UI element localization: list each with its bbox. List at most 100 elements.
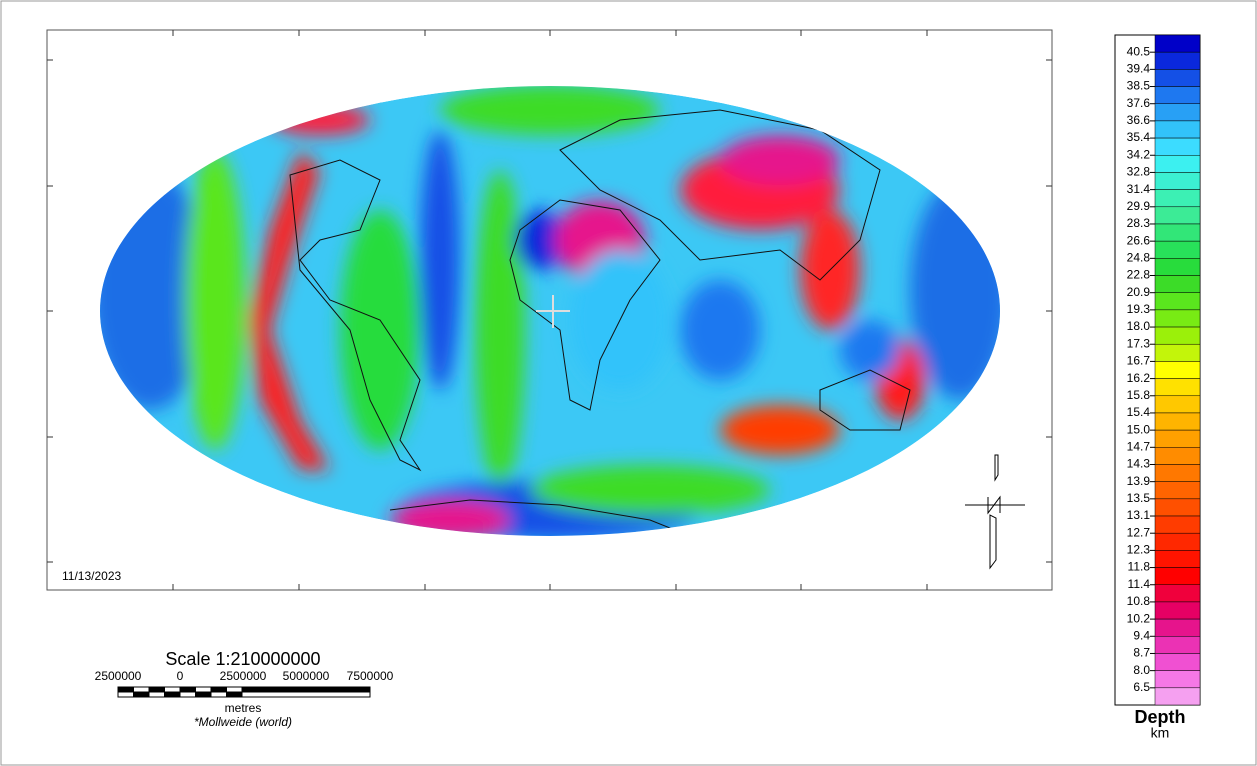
legend-label: 22.8 <box>1127 268 1151 282</box>
legend-band <box>1155 172 1200 189</box>
scale-segment <box>180 687 196 692</box>
legend-band <box>1155 516 1200 533</box>
legend-band <box>1155 550 1200 567</box>
legend-band <box>1155 276 1200 293</box>
scale-segment <box>134 687 150 692</box>
legend-label: 14.7 <box>1127 439 1151 453</box>
legend-band <box>1155 379 1200 396</box>
scale-title: Scale 1:210000000 <box>165 649 320 669</box>
scale-segment <box>180 692 196 697</box>
legend-band <box>1155 344 1200 361</box>
legend-band <box>1155 327 1200 344</box>
legend-band <box>1155 568 1200 585</box>
legend-band <box>1155 464 1200 481</box>
legend-band <box>1155 533 1200 550</box>
legend-band <box>1155 602 1200 619</box>
legend-band <box>1155 87 1200 104</box>
legend-band <box>1155 69 1200 86</box>
legend-band <box>1155 413 1200 430</box>
scale-segment <box>165 692 181 697</box>
legend-label: 8.7 <box>1133 646 1150 660</box>
legend-label: 14.3 <box>1127 457 1151 471</box>
legend-label: 10.8 <box>1127 594 1151 608</box>
legend-label: 9.4 <box>1133 628 1150 642</box>
legend-band <box>1155 619 1200 636</box>
scale-label: 2500000 <box>95 669 142 683</box>
legend-band <box>1155 482 1200 499</box>
scale-label: 5000000 <box>283 669 330 683</box>
scale-segment <box>134 692 150 697</box>
legend-label: 16.7 <box>1127 354 1151 368</box>
scale-segment <box>149 687 165 692</box>
legend-label: 13.9 <box>1127 474 1151 488</box>
legend-label: 28.3 <box>1127 216 1151 230</box>
legend-label: 15.0 <box>1127 422 1151 436</box>
legend-label: 40.5 <box>1127 44 1151 58</box>
legend-label: 10.2 <box>1127 611 1151 625</box>
legend-band <box>1155 653 1200 670</box>
legend-label: 26.6 <box>1127 233 1151 247</box>
legend-label: 13.5 <box>1127 491 1151 505</box>
legend-label: 34.2 <box>1127 147 1151 161</box>
projection: *Mollweide (world) <box>194 715 292 729</box>
legend-label: 15.4 <box>1127 405 1151 419</box>
legend-label: 16.2 <box>1127 371 1151 385</box>
legend-label: 29.9 <box>1127 199 1151 213</box>
legend-label: 38.5 <box>1127 79 1151 93</box>
legend-band <box>1155 430 1200 447</box>
legend-label: 19.3 <box>1127 302 1151 316</box>
legend-band <box>1155 155 1200 172</box>
legend-band <box>1155 52 1200 69</box>
legend-band <box>1155 35 1200 52</box>
legend-band <box>1155 224 1200 241</box>
legend-band <box>1155 447 1200 464</box>
legend-label: 18.0 <box>1127 319 1151 333</box>
legend-label: 32.8 <box>1127 165 1151 179</box>
legend-label: 12.3 <box>1127 543 1151 557</box>
legend: 40.539.438.537.636.635.434.232.831.429.9… <box>1115 35 1200 705</box>
legend-label: 20.9 <box>1127 285 1151 299</box>
scale-segment <box>242 692 370 697</box>
legend-label: 15.8 <box>1127 388 1151 402</box>
scale-segment <box>242 687 370 692</box>
legend-label: 35.4 <box>1127 130 1151 144</box>
legend-label: 24.8 <box>1127 251 1151 265</box>
legend-band <box>1155 499 1200 516</box>
legend-band <box>1155 104 1200 121</box>
legend-label: 11.4 <box>1128 577 1151 591</box>
scale-segment <box>196 692 212 697</box>
legend-band <box>1155 138 1200 155</box>
legend-label: 11.8 <box>1128 560 1151 574</box>
scale-segment <box>211 692 227 697</box>
legend-label: 36.6 <box>1127 113 1151 127</box>
legend-label: 31.4 <box>1127 182 1151 196</box>
scale-segment <box>227 687 243 692</box>
scale-segment <box>227 692 243 697</box>
legend-band <box>1155 121 1200 138</box>
scale-label: 7500000 <box>347 669 394 683</box>
legend-label: 13.1 <box>1127 508 1151 522</box>
legend-label: 8.0 <box>1133 663 1150 677</box>
legend-label: 17.3 <box>1127 336 1151 350</box>
legend-band <box>1155 241 1200 258</box>
legend-band <box>1155 585 1200 602</box>
scale-segment <box>196 687 212 692</box>
legend-band <box>1155 361 1200 378</box>
scale-segment <box>149 692 165 697</box>
scale-segment <box>165 687 181 692</box>
legend-band <box>1155 293 1200 310</box>
scale-segment <box>118 687 134 692</box>
legend-unit: km <box>1151 725 1170 741</box>
legend-band <box>1155 671 1200 688</box>
legend-band <box>1155 310 1200 327</box>
legend-label: 6.5 <box>1133 680 1150 694</box>
map-date: 11/13/2023 <box>62 569 121 583</box>
scale-label: 0 <box>177 669 184 683</box>
legend-label: 12.7 <box>1127 525 1151 539</box>
legend-label: 39.4 <box>1127 62 1151 76</box>
legend-band <box>1155 190 1200 207</box>
scale-segment <box>211 687 227 692</box>
legend-band <box>1155 258 1200 275</box>
page: 11/13/2023 Scale 1:210000000 25000000250… <box>0 0 1257 766</box>
